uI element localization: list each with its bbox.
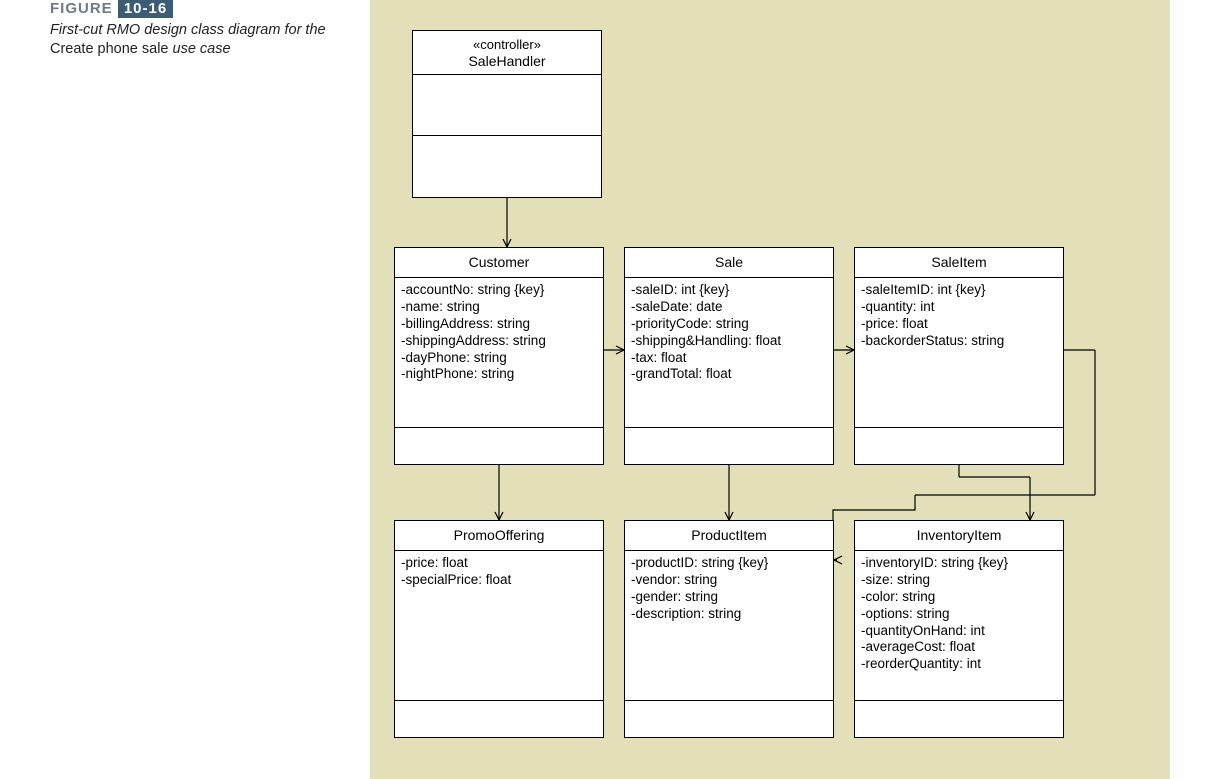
class-promooffering: PromoOffering -price: float -specialPrice… <box>394 520 604 738</box>
class-salehandler: «controller»SaleHandler <box>412 30 602 198</box>
class-attributes: -price: float -specialPrice: float <box>395 551 603 701</box>
class-operations <box>395 701 603 737</box>
figure-number: 10-16 <box>118 0 173 18</box>
class-title: Sale <box>625 248 833 278</box>
class-attributes: -productID: string {key} -vendor: string… <box>625 551 833 701</box>
class-name: ProductItem <box>691 527 766 543</box>
class-operations <box>625 428 833 464</box>
figure-word: FIGURE <box>50 0 113 17</box>
class-name: Customer <box>469 254 530 270</box>
figure-desc-suffix: use case <box>169 41 231 57</box>
class-operations <box>395 428 603 464</box>
class-attributes: -accountNo: string {key} -name: string -… <box>395 278 603 428</box>
class-inventoryitem: InventoryItem -inventoryID: string {key} … <box>854 520 1064 738</box>
class-title: ProductItem <box>625 521 833 551</box>
class-name: Sale <box>715 254 743 270</box>
class-attributes: -saleID: int {key} -saleDate: date -prio… <box>625 278 833 428</box>
class-title: InventoryItem <box>855 521 1063 551</box>
class-title: «controller»SaleHandler <box>413 31 601 75</box>
class-attributes: -saleItemID: int {key} -quantity: int -p… <box>855 278 1063 428</box>
class-title: PromoOffering <box>395 521 603 551</box>
class-operations <box>855 701 1063 737</box>
class-customer: Customer -accountNo: string {key} -name: … <box>394 247 604 465</box>
figure-desc-usecase: Create phone sale <box>50 41 169 57</box>
class-diagram: «controller»SaleHandler Customer -accountN… <box>370 0 1170 779</box>
figure-description: First-cut RMO design class diagram for t… <box>50 21 350 59</box>
class-operations <box>625 701 833 737</box>
class-productitem: ProductItem -productID: string {key} -ven… <box>624 520 834 738</box>
class-attributes <box>413 75 601 136</box>
class-attributes: -inventoryID: string {key} -size: string… <box>855 551 1063 701</box>
figure-label: FIGURE 10-16 <box>50 0 350 17</box>
figure-desc-prefix: First-cut RMO design class diagram for t… <box>50 22 326 38</box>
class-sale: Sale -saleID: int {key} -saleDate: date -… <box>624 247 834 465</box>
figure-caption: FIGURE 10-16 First-cut RMO design class … <box>50 0 350 59</box>
class-operations <box>413 136 601 197</box>
class-title: Customer <box>395 248 603 278</box>
class-name: SaleItem <box>931 254 986 270</box>
stereotype: «controller» <box>417 37 597 53</box>
class-title: SaleItem <box>855 248 1063 278</box>
class-operations <box>855 428 1063 464</box>
class-name: PromoOffering <box>454 527 545 543</box>
class-name: InventoryItem <box>917 527 1002 543</box>
class-name: SaleHandler <box>468 53 545 69</box>
class-saleitem: SaleItem -saleItemID: int {key} -quantity… <box>854 247 1064 465</box>
